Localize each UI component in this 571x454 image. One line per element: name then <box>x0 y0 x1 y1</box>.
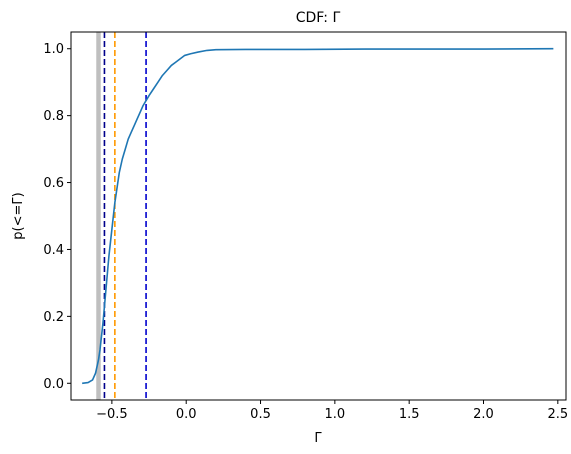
chart-title: CDF: Γ <box>296 10 341 26</box>
y-tick-label: 1.0 <box>43 42 64 57</box>
plot-area <box>82 32 554 400</box>
y-tick-label: 0.4 <box>43 243 64 258</box>
y-tick-label: 0.0 <box>43 377 64 392</box>
plot-frame <box>70 31 567 401</box>
x-tick-label: 0.0 <box>176 407 197 422</box>
y-tick-label: 0.8 <box>43 109 64 124</box>
x-axis: −0.5 0.0 0.5 1.0 1.5 2.0 2.5 <box>96 400 568 422</box>
y-tick-label: 0.6 <box>43 176 64 191</box>
x-tick-label: −0.5 <box>96 407 128 422</box>
x-tick-label: 2.5 <box>547 407 568 422</box>
y-axis: 0.0 0.2 0.4 0.6 0.8 1.0 <box>43 42 71 392</box>
y-axis-label: p(<=Γ) <box>11 192 26 239</box>
x-tick-label: 0.5 <box>250 407 271 422</box>
x-tick-label: 1.5 <box>399 407 420 422</box>
y-tick-label: 0.2 <box>43 310 64 325</box>
x-axis-label: Γ <box>314 431 322 446</box>
shaded-span <box>96 32 101 400</box>
x-tick-label: 1.0 <box>325 407 346 422</box>
cdf-series-line <box>82 47 554 385</box>
x-tick-label: 2.0 <box>473 407 494 422</box>
